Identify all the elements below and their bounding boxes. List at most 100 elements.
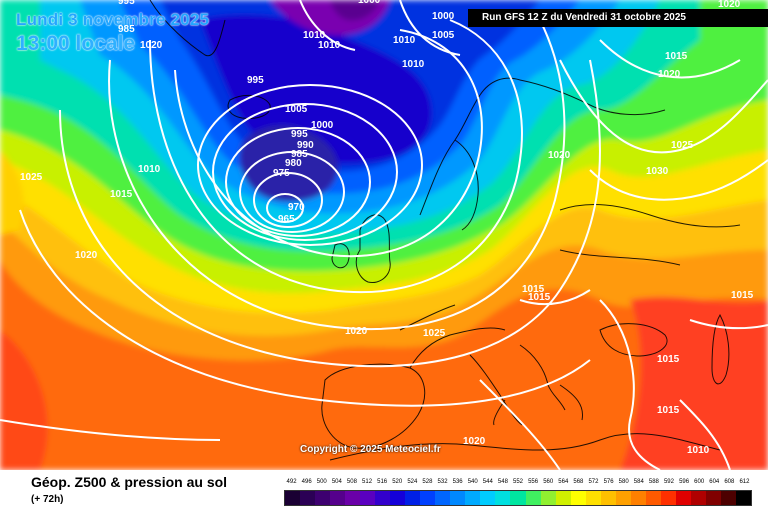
color-scale-bar <box>284 490 752 506</box>
pressure-label: 1000 <box>311 120 334 131</box>
color-scale-swatch <box>570 491 586 505</box>
color-scale-swatch <box>540 491 556 505</box>
pressure-label: 1020 <box>718 0 741 10</box>
color-scale-swatch <box>315 491 331 505</box>
color-scale-swatch <box>360 491 376 505</box>
color-scale-swatch <box>630 491 646 505</box>
pressure-label: 1015 <box>110 189 133 200</box>
pressure-label: 970 <box>288 202 305 213</box>
color-scale-swatch <box>420 491 436 505</box>
color-scale-tick-label: 540 <box>467 479 478 485</box>
color-scale-swatch <box>735 491 751 505</box>
product-title: Géop. Z500 & pression au sol <box>31 474 228 490</box>
pressure-label: 1020 <box>75 250 98 261</box>
color-scale-tick-label: 564 <box>558 479 569 485</box>
color-scale-tick-label: 568 <box>573 479 584 485</box>
color-scale-swatch <box>300 491 316 505</box>
color-scale-swatch <box>705 491 721 505</box>
pressure-label: 1010 <box>687 445 710 456</box>
pressure-label: 1025 <box>423 328 446 339</box>
copyright-notice: Copyright © 2025 Meteociel.fr <box>300 444 441 455</box>
color-scale-tick-label: 536 <box>452 479 463 485</box>
color-scale-swatch <box>405 491 421 505</box>
color-scale-swatch <box>435 491 451 505</box>
pressure-label: 1015 <box>657 354 680 365</box>
color-scale-tick-label: 520 <box>392 479 403 485</box>
color-scale-tick-label: 524 <box>407 479 418 485</box>
color-scale-swatch <box>615 491 631 505</box>
color-scale-labels: 492 496 500 504 508 512 516 520 524 528 532 536 540 5… <box>284 479 752 489</box>
color-scale-tick-label: 572 <box>588 479 599 485</box>
color-scale-swatch <box>600 491 616 505</box>
color-scale-tick-label: 492 <box>286 479 297 485</box>
color-scale-swatch <box>525 491 541 505</box>
color-scale-tick-label: 552 <box>513 479 524 485</box>
color-scale-tick-label: 504 <box>331 479 342 485</box>
pressure-label: 1015 <box>528 292 551 303</box>
color-scale-swatch <box>720 491 736 505</box>
pressure-label: 985 <box>118 24 135 35</box>
color-scale-swatch <box>330 491 346 505</box>
color-scale-tick-label: 500 <box>316 479 327 485</box>
pressure-label: 1030 <box>646 166 669 177</box>
pressure-labels: 995 1010 1000 985 1000 1005 1010 1010 10… <box>20 0 754 456</box>
color-scale-tick-label: 584 <box>633 479 644 485</box>
lead-time: (+ 72h) <box>31 494 64 505</box>
pressure-label: 1010 <box>402 59 425 70</box>
color-scale-tick-label: 604 <box>709 479 720 485</box>
color-scale-swatch <box>345 491 361 505</box>
color-scale-tick-label: 596 <box>679 479 690 485</box>
color-scale-swatch <box>450 491 466 505</box>
pressure-label: 1015 <box>731 290 754 301</box>
pressure-label: 995 <box>247 75 264 86</box>
color-scale-tick-label: 580 <box>618 479 629 485</box>
pressure-label: 1010 <box>303 30 326 41</box>
pressure-label: 1000 <box>432 11 455 22</box>
color-scale-swatch <box>690 491 706 505</box>
pressure-label: 985 <box>291 149 308 160</box>
pressure-label: 1020 <box>658 69 681 80</box>
color-scale-swatch <box>585 491 601 505</box>
pressure-label: 1005 <box>285 104 308 115</box>
pressure-label: 995 <box>118 0 135 7</box>
pressure-label: 1005 <box>432 30 455 41</box>
run-banner: Run GFS 12 Z du Vendredi 31 octobre 2025 <box>468 9 768 27</box>
color-scale-swatch <box>555 491 571 505</box>
color-scale-swatch <box>375 491 391 505</box>
pressure-label: 990 <box>297 140 314 151</box>
weather-map: 995 1010 1000 985 1000 1005 1010 1010 10… <box>0 0 768 470</box>
color-scale-tick-label: 512 <box>362 479 373 485</box>
pressure-label: 1015 <box>657 405 680 416</box>
pressure-label: 1020 <box>345 326 368 337</box>
color-scale-tick-label: 508 <box>346 479 357 485</box>
color-scale-tick-label: 496 <box>301 479 312 485</box>
color-scale-tick-label: 544 <box>482 479 493 485</box>
color-scale-tick-label: 560 <box>543 479 554 485</box>
color-scale-tick-label: 516 <box>377 479 388 485</box>
color-scale-tick-label: 612 <box>739 479 750 485</box>
pressure-label: 1015 <box>522 284 545 295</box>
color-scale-swatch <box>480 491 496 505</box>
pressure-label: 975 <box>273 168 290 179</box>
color-scale-swatch <box>465 491 481 505</box>
color-scale-swatch <box>495 491 511 505</box>
pressure-label: 1020 <box>140 40 163 51</box>
color-scale-swatch <box>510 491 526 505</box>
color-scale-swatch <box>390 491 406 505</box>
color-scale-tick-label: 592 <box>663 479 674 485</box>
color-scale-tick-label: 588 <box>648 479 659 485</box>
pressure-label: 980 <box>285 158 302 169</box>
color-scale-swatch <box>645 491 661 505</box>
forecast-date: Lundi 3 novembre 2025 <box>16 10 210 29</box>
geopotential-field <box>0 0 768 470</box>
pressure-label: 1015 <box>665 51 688 62</box>
pressure-label: 1025 <box>20 172 43 183</box>
forecast-time: 13:00 locale <box>16 32 136 55</box>
pressure-label: 1010 <box>393 35 416 46</box>
color-scale-tick-label: 608 <box>724 479 735 485</box>
color-scale-tick-label: 600 <box>694 479 705 485</box>
pressure-label: 1010 <box>318 40 341 51</box>
color-scale-tick-label: 548 <box>497 479 508 485</box>
color-scale-swatch <box>285 491 301 505</box>
